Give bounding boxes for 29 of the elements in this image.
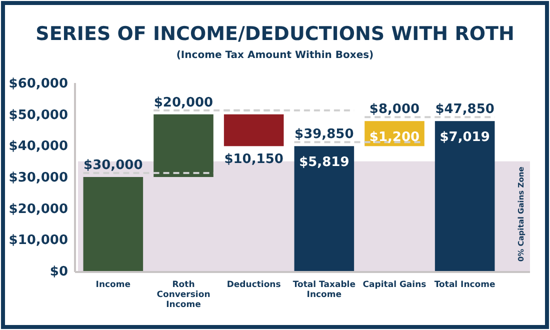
chart-subtitle: (Income Tax Amount Within Boxes) xyxy=(176,50,374,61)
data-label: $39,850 xyxy=(294,127,354,142)
y-tick-label: $50,000 xyxy=(8,108,68,123)
bar xyxy=(224,114,284,146)
x-tick-label: Deductions xyxy=(226,280,281,290)
y-tick-label: $60,000 xyxy=(8,76,68,92)
annotation: $5,819 xyxy=(299,155,350,170)
data-label: $30,000 xyxy=(84,158,143,173)
y-tick-label: $0 xyxy=(50,264,68,280)
annotation: $7,019 xyxy=(440,130,490,146)
bar xyxy=(434,121,495,271)
x-tick-label: Roth Conversion Income xyxy=(156,280,210,310)
x-tick-label: Income xyxy=(96,280,131,290)
data-label: $8,000 xyxy=(369,102,420,118)
bar xyxy=(154,114,214,177)
y-tick-label: $40,000 xyxy=(8,139,68,154)
y-tick-label: $30,000 xyxy=(8,170,68,186)
y-tick-label: $20,000 xyxy=(8,202,68,217)
data-label: $10,150 xyxy=(224,152,284,168)
x-tick-label: Total Income xyxy=(434,280,496,290)
y-tick-label: $10,000 xyxy=(8,233,68,248)
bar xyxy=(83,177,144,271)
bar xyxy=(294,146,354,271)
data-label: $20,000 xyxy=(154,95,214,110)
annotation: $1,200 xyxy=(369,130,420,146)
data-label: $47,850 xyxy=(435,102,494,118)
x-tick-label: Total Taxable Income xyxy=(292,280,356,300)
x-tick-label: Capital Gains xyxy=(362,280,426,290)
chart-title: SERIES OF INCOME/DEDUCTIONS WITH ROTH xyxy=(36,23,514,45)
